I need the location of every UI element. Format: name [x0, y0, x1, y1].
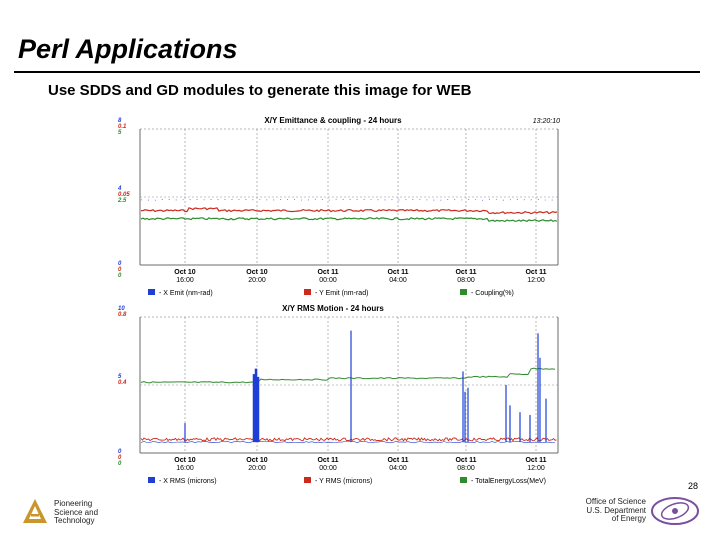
rms-motion-chart: X/Y RMS Motion - 24 hours 10 0.8 5 0.4 0 0 0 Oct… [108, 301, 568, 491]
x-tick-label: Oct 11 [525, 457, 546, 464]
footer-tagline-line: Science and [54, 507, 99, 517]
chart-timestamp: 13:20:10 [533, 118, 560, 125]
x-tick-label: Oct 11 [317, 269, 338, 276]
x-tick-label: 08:00 [457, 277, 475, 284]
argonne-logo-icon [23, 499, 47, 523]
x-tick-label: Oct 11 [387, 457, 408, 464]
x-tick-label: 12:00 [527, 465, 545, 472]
legend-swatch [304, 477, 311, 483]
series-line-energy-loss [140, 367, 556, 384]
x-tick-label: Oct 11 [525, 269, 546, 276]
footer-tagline-line: Pioneering [54, 499, 93, 508]
legend-label: - Coupling(%) [471, 290, 514, 297]
x-tick-label: Oct 10 [174, 457, 196, 464]
footer-office: Office of Science U.S. Department of Ene… [585, 497, 646, 524]
legend-label: - TotalEnergyLoss(MeV) [471, 478, 546, 485]
series-line-y-emit [140, 207, 558, 215]
y-tick-label: 0 [118, 267, 122, 273]
x-tick-label: 00:00 [319, 277, 337, 284]
legend-label: - X Emit (nm-rad) [159, 290, 213, 297]
emittance-coupling-chart: X/Y Emittance & coupling - 24 hours 13:20… [108, 113, 568, 303]
x-tick-label: Oct 11 [455, 269, 476, 276]
x-tick-label: 12:00 [527, 277, 545, 284]
x-tick-label: 20:00 [248, 465, 266, 472]
x-tick-label: 08:00 [457, 465, 475, 472]
footer-office-line: of Energy [611, 514, 646, 523]
slide-subtitle: Use SDDS and GD modules to generate this… [48, 82, 472, 99]
x-tick-label: 04:00 [389, 277, 407, 284]
x-tick-label: Oct 10 [174, 269, 196, 276]
slide-title: Perl Applications [18, 34, 238, 64]
chart-title: X/Y Emittance & coupling - 24 hours [264, 116, 402, 125]
series-line-x-emit [140, 198, 558, 201]
y-tick-label: 0.8 [118, 312, 127, 318]
legend-swatch [148, 477, 155, 483]
legend-swatch [460, 289, 467, 295]
y-tick-label: 0 [118, 461, 122, 467]
doe-logo-icon [651, 497, 699, 525]
y-tick-label: 0 [118, 449, 122, 455]
footer-tagline: Pioneering Science and Technology [54, 499, 99, 526]
footer-office-line: Office of Science [585, 497, 646, 506]
x-tick-label: 04:00 [389, 465, 407, 472]
x-tick-label: Oct 10 [246, 457, 268, 464]
series-line-coupling [140, 217, 558, 223]
title-divider [14, 71, 700, 73]
x-tick-label: 20:00 [248, 277, 266, 284]
legend-label: - Y Emit (nm-rad) [315, 290, 368, 297]
page-number: 28 [687, 481, 698, 491]
series-line-x-rms [140, 441, 556, 444]
footer-tagline-line: Technology [54, 516, 95, 525]
y-tick-label: 4 [117, 186, 122, 192]
y-tick-label: 0.05 [118, 192, 130, 198]
emittance-chart-canvas: X/Y Emittance & coupling - 24 hours 13:20… [117, 116, 560, 297]
legend-swatch [460, 477, 467, 483]
y-tick-label: 5 [118, 374, 122, 380]
y-tick-label: 0.1 [118, 124, 127, 130]
y-tick-label: 0 [118, 273, 122, 279]
y-tick-label: 5 [118, 130, 122, 136]
y-tick-label: 10 [118, 306, 125, 312]
legend-label: - X RMS (microns) [159, 478, 217, 485]
legend-swatch [304, 289, 311, 295]
y-tick-label: 0 [118, 261, 122, 267]
y-tick-label: 0 [118, 455, 122, 461]
x-tick-label: 16:00 [176, 465, 194, 472]
series-line-y-rms [140, 437, 557, 442]
x-tick-label: Oct 11 [387, 269, 408, 276]
footer-office-line: U.S. Department [586, 505, 646, 515]
legend-swatch [148, 289, 155, 295]
x-tick-label: Oct 10 [246, 269, 268, 276]
y-tick-label: 8 [118, 118, 122, 124]
y-tick-label: 2.5 [117, 198, 127, 204]
x-tick-label: 00:00 [319, 465, 337, 472]
x-tick-label: Oct 11 [455, 457, 476, 464]
x-tick-label: Oct 11 [317, 457, 338, 464]
chart-title: X/Y RMS Motion - 24 hours [282, 304, 384, 313]
legend-label: - Y RMS (microns) [315, 478, 372, 485]
y-tick-label: 0.4 [118, 380, 127, 386]
x-tick-label: 16:00 [176, 277, 194, 284]
